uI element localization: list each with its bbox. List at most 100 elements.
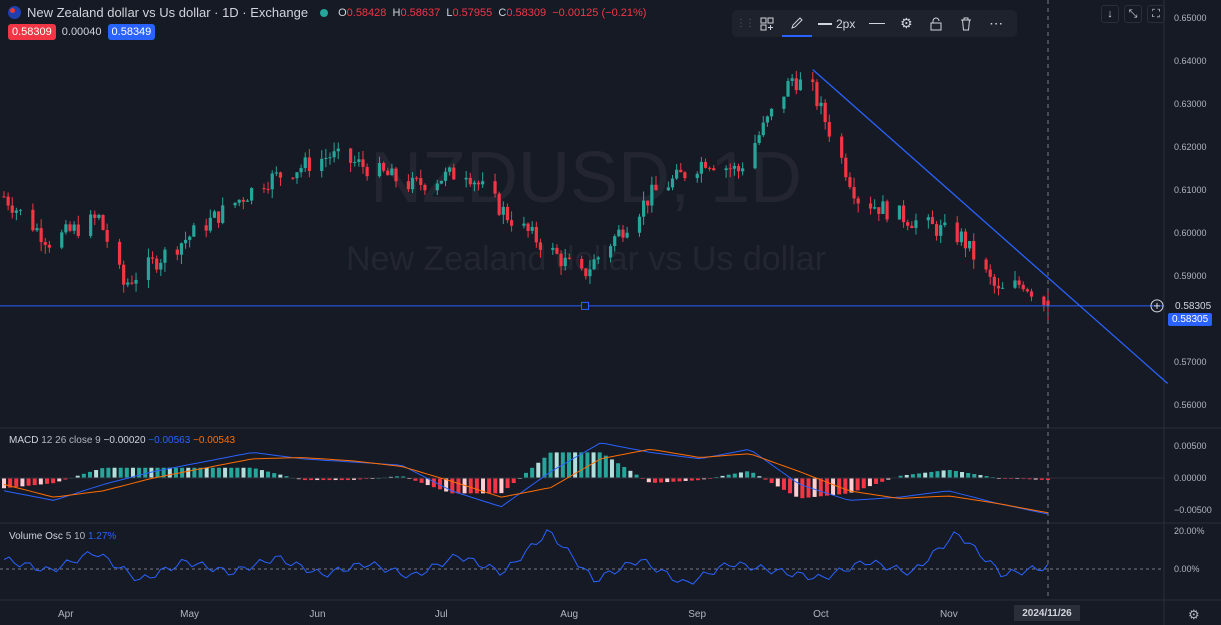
candle-up (72, 221, 76, 235)
candle-body (60, 232, 64, 248)
candle-down (868, 196, 873, 215)
candle-body (394, 168, 398, 182)
candle-up (765, 115, 769, 127)
candle-body (262, 188, 266, 190)
candle-up (472, 180, 477, 192)
candle-body (18, 209, 23, 211)
candle-up (179, 242, 184, 265)
volume-osc-line (3, 529, 1049, 585)
macd-histogram (2, 452, 1050, 499)
candle-up (18, 209, 23, 216)
macd-histogram-bar (524, 472, 528, 478)
drag-handle-icon[interactable]: ⋮⋮ (736, 18, 755, 29)
candle-up (617, 224, 621, 238)
candle-body (64, 224, 68, 233)
candle-up (208, 209, 212, 233)
settings-icon[interactable]: ⚙ (900, 15, 913, 31)
fullscreen-icon[interactable]: ⛶ (1147, 5, 1165, 23)
candle-up (249, 187, 254, 205)
line-width-button[interactable]: 2px (812, 10, 862, 37)
candle-up (769, 108, 774, 121)
sell-button[interactable]: 0.58309 (8, 24, 56, 40)
candle-down (580, 255, 584, 271)
candle-body (1025, 289, 1029, 292)
lock-icon[interactable] (921, 10, 951, 37)
candle-body (472, 182, 477, 185)
candle-up (274, 166, 278, 177)
templates-icon[interactable] (752, 10, 782, 37)
macd-histogram-bar (880, 478, 885, 482)
macd-histogram-bar (327, 478, 332, 481)
candle-body (35, 228, 39, 231)
candle-body (361, 159, 365, 167)
chart-settings-icon[interactable]: ⚙ (1188, 607, 1200, 622)
candle-down (105, 223, 109, 248)
more-icon[interactable]: ⋯ (989, 15, 1004, 31)
candle-up (89, 210, 93, 239)
candle-down (844, 153, 848, 181)
macd-histogram-bar (579, 452, 584, 478)
candle-body (493, 181, 497, 194)
macd-histogram-bar (444, 478, 449, 492)
candle-up (295, 172, 299, 184)
candle-down (266, 181, 270, 194)
candle-body (732, 165, 736, 169)
candle-up (943, 214, 947, 228)
candle-body (216, 211, 221, 223)
candle-up (1001, 282, 1005, 289)
candle-body (852, 186, 856, 199)
delete-icon[interactable] (951, 10, 981, 37)
macd-tick-label: 0.00000 (1174, 473, 1207, 483)
candle-body (943, 222, 947, 226)
candle-down (703, 158, 708, 169)
candle-body (563, 257, 567, 267)
candle-down (901, 200, 906, 228)
macd-histogram-bar (167, 467, 172, 478)
macd-histogram-bar (849, 478, 854, 493)
candle-body (328, 157, 332, 159)
candle-up (353, 155, 357, 167)
candle-body (906, 222, 910, 226)
candle-down (204, 218, 208, 238)
candle-body (382, 162, 386, 171)
candle-body (559, 253, 563, 267)
line-style-icon[interactable] (862, 10, 892, 37)
candle-down (654, 176, 658, 191)
buy-button[interactable]: 0.58349 (107, 24, 156, 40)
macd-histogram-bar (794, 478, 799, 497)
time-axis-label: Jun (309, 609, 325, 620)
macd-histogram-bar (487, 478, 492, 494)
candle-up (625, 226, 629, 239)
candle-body (939, 225, 943, 236)
candle-body (435, 183, 439, 191)
symbol-title[interactable]: New Zealand dollar vs Us dollar · 1D · E… (27, 5, 309, 20)
candle-body (439, 180, 444, 184)
candle-down (476, 180, 481, 191)
candle-down (361, 151, 365, 174)
candle-body (650, 184, 654, 206)
candle-body (415, 177, 419, 179)
collapse-icon[interactable]: ⤡ (1124, 5, 1142, 23)
candle-up (522, 216, 526, 229)
candle-body (827, 122, 831, 137)
candle-down (291, 177, 295, 180)
macd-histogram-bar (530, 467, 535, 478)
candle-body (963, 231, 968, 249)
candle-body (336, 148, 340, 152)
macd-histogram-bar (345, 478, 350, 481)
candle-body (646, 200, 650, 206)
candle-up (332, 142, 336, 163)
macd-histogram-bar (855, 478, 860, 491)
macd-histogram-bar (431, 478, 436, 488)
arrow-down-icon[interactable]: ↓ (1101, 5, 1119, 23)
candle-body (757, 135, 761, 143)
candle-up (146, 248, 151, 289)
time-axis-label: Oct (813, 609, 829, 620)
candle-down (1029, 288, 1034, 302)
macd-histogram-bar (683, 478, 688, 481)
line-color-icon[interactable] (781, 10, 812, 37)
candle-down (101, 214, 105, 231)
candle-down (712, 165, 716, 172)
time-axis-label: May (180, 609, 199, 620)
